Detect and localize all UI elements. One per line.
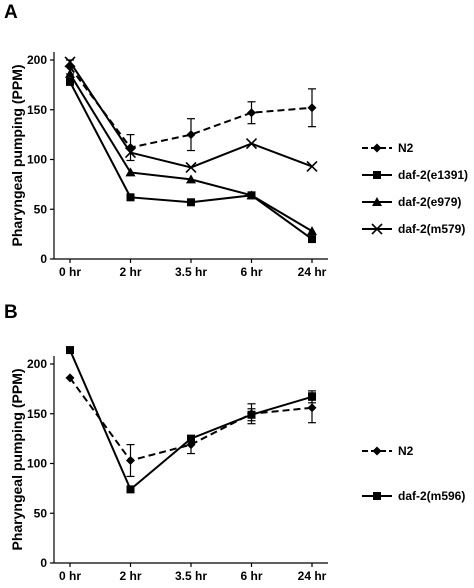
panel-a-series-n2-point [186,130,196,140]
panel-a-series-daf-2-e979-point [125,167,136,177]
panel-b-letter: B [4,302,18,323]
panel-b-y-tick-label: 200 [27,357,47,371]
panel-a-series-daf-2-e1391-point [187,198,195,207]
panel-b-series-daf-2-m596-point [187,434,195,443]
panel-a-series-daf-2-e979-point [186,174,196,184]
panel-a-chart: 0 50 100 150 200 0 hr 2 hr 3.5 hr 6 hr 24 hr Phary… [9,52,468,279]
panel-a-y-tick-label: 150 [27,103,47,117]
panel-a-legend-n2-label: N2 [398,141,414,155]
panel-b-legend-n2-label: N2 [398,444,414,458]
panel-b-x-tick-label: 0 hr [59,569,81,583]
panel-a-series-daf-2-e979-point [65,68,75,78]
panel-a-legend-daf-2-e1391-marker [373,171,381,179]
panel-a-y-tick-label: 0 [40,252,47,266]
panel-b-series-daf-2-m596-line [69,349,313,491]
panel-a-x-tick-label: 0 hr [59,265,81,279]
panel-b-x-tick-label: 6 hr [240,569,262,583]
panel-a-series-daf-2-m579-point [245,138,258,150]
panel-b-series-daf-2-m596-point [126,485,135,494]
panel-a-series-daf-2-m579-point-stroke-2 [124,146,137,159]
panel-a-series-daf-2-m579-point [185,161,197,174]
panel-a-legend-daf-2-m579-label: daf-2(m579) [398,222,465,236]
panel-a-series-n2-point [247,108,256,118]
panel-a-legend-n2-marker [372,143,382,153]
panel-b-y-tick-label: 100 [27,457,47,471]
panel-b-legend-daf-2-m596-marker [373,492,381,500]
panel-a-x-tick-label: 2 hr [119,265,141,279]
panel-b-x-tick-label: 2 hr [119,569,141,583]
panel-a-y-tick-label: 200 [27,53,47,67]
panel-a-series-n2-point [307,103,317,113]
panel-a-series-daf-2-e979-point [307,226,317,236]
panel-a-y-axis-title: Pharyngeal pumping (PPM) [9,64,25,246]
panel-a-y-tick-label: 50 [34,202,48,216]
panel-a-legend-daf-2-m579-marker-stroke-2 [371,223,383,235]
panel-b-series-daf-2-m596 [66,346,316,494]
panel-a-x-tick-label: 6 hr [240,265,262,279]
panel-a-series-daf-2-e1391-point [66,77,74,86]
panel-a-series-daf-2-m579-point-stroke-2 [64,56,76,68]
panel-a-legend-daf-2-e979-label: daf-2(e979) [398,195,461,209]
panel-a-series-daf-2-e979-point [246,190,257,200]
panel-b-y-tick-label: 150 [27,407,47,421]
panel-a-series-daf-2-e1391 [66,77,316,244]
panel-b-series-n2-point [307,403,317,413]
panel-a-series-daf-2-m579-point [306,160,318,173]
panel-a-x-tick-label: 3.5 hr [175,265,207,279]
panel-a-legend-daf-2-m579-marker [371,223,383,235]
panel-a-series-daf-2-m579-point-stroke-2 [245,138,258,150]
panel-b-series-daf-2-m596-point [66,346,74,355]
panel-b-legend-n2-marker [372,446,382,456]
panel-a-series-daf-2-m579-point [64,56,76,68]
panel-a-x-tick-label: 24 hr [298,265,327,279]
panel-a-series-daf-2-m579-point-stroke-2 [306,160,318,173]
panel-a-series-daf-2-m579-point-stroke-2 [185,161,197,174]
panel-b-legend-daf-2-m596-label: daf-2(m596) [398,489,465,503]
panel-b-series-n2-point [65,373,75,383]
panel-a-letter: A [4,2,18,23]
panel-b-y-axis-title: Pharyngeal pumping (PPM) [9,368,25,550]
panel-b-series-n2-point [126,456,135,466]
panel-b-series-daf-2-m596-point [308,392,316,401]
panel-b-series-daf-2-m596-point [247,410,256,419]
panel-a-series-daf-2-e979 [65,68,317,236]
panel-b-x-tick-label: 3.5 hr [175,569,207,583]
panel-b-chart: 0 50 100 150 200 0 hr 2 hr 3.5 hr 6 hr 24 hr Phary… [9,346,465,583]
panel-a-y-tick-label: 100 [27,153,47,167]
panel-a-legend-daf-2-e979-marker [372,197,382,206]
panel-a-series-n2-point [65,62,75,72]
panel-b-series-n2-line [69,377,313,462]
panel-a-series-daf-2-m579 [64,56,318,174]
panel-b-y-tick-label: 50 [34,506,48,520]
panel-b-x-tick-label: 24 hr [298,569,327,583]
panel-a-series-daf-2-e1391-point [126,193,135,202]
panel-a-series-daf-2-e1391-line [69,81,313,240]
panel-a-legend-daf-2-e1391-label: daf-2(e1391) [398,168,468,182]
panel-a-series-daf-2-e1391-point [308,235,316,244]
panel-b-y-tick-label: 0 [40,556,47,570]
panel-a-series-daf-2-m579-point [124,146,137,159]
